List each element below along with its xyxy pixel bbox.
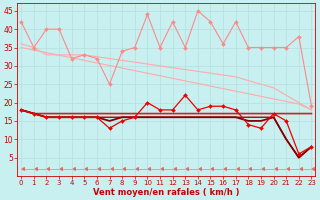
X-axis label: Vent moyen/en rafales ( km/h ): Vent moyen/en rafales ( km/h ) [93,188,240,197]
